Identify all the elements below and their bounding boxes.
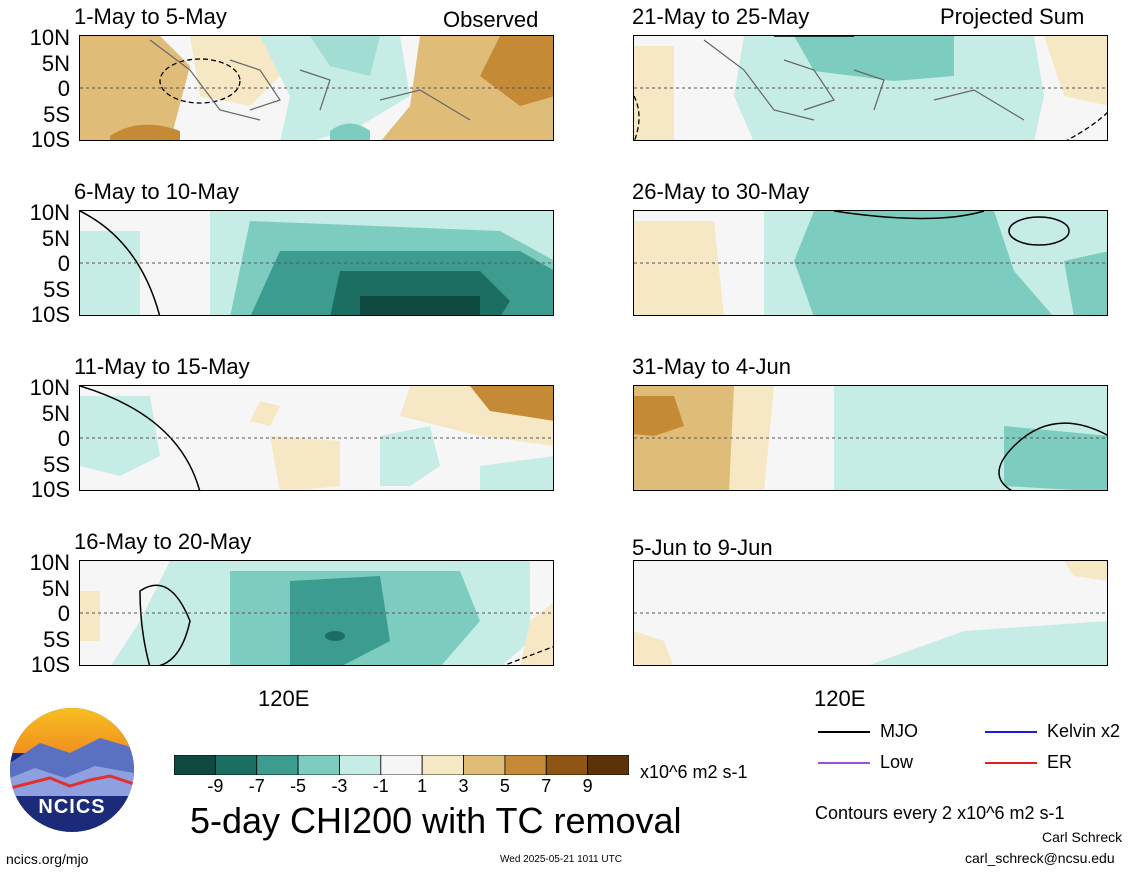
map-1	[79, 35, 554, 141]
map-8	[633, 560, 1108, 666]
map-6-field	[634, 211, 1107, 315]
logo-text: NCICS	[38, 796, 106, 818]
colorbar-tick: 3	[458, 776, 469, 796]
colorbar-tick: -3	[331, 776, 348, 796]
map-5-field	[634, 36, 1107, 140]
panel-tag: Projected Sum	[940, 4, 1085, 29]
map-2	[79, 210, 554, 316]
colorbar-swatch	[545, 755, 589, 775]
panel-tag: Observed	[443, 7, 539, 32]
colorbar-swatch	[504, 755, 547, 775]
footer-timestamp: Wed 2025-05-21 1011 UTC	[500, 854, 622, 865]
y-tick: 5N	[41, 51, 70, 76]
colorbar-swatch	[421, 755, 464, 775]
y-tick: 5S	[43, 277, 70, 302]
map-3-field	[80, 386, 553, 490]
y-tick: 10S	[30, 652, 70, 677]
map-1-field	[80, 36, 553, 140]
y-tick: 5N	[41, 226, 70, 251]
contours-note: Contours every 2 x10^6 m2 s-1	[815, 803, 1065, 823]
footer-author: Carl Schreck	[1042, 829, 1123, 845]
legend-kelvin-line	[985, 731, 1037, 733]
x-tick-right: 120E	[814, 686, 866, 711]
y-tick: 10N	[29, 200, 70, 225]
colorbar-swatch	[214, 755, 258, 775]
panel-title: 26-May to 30-May	[632, 179, 810, 204]
x-tick-left: 120E	[258, 686, 310, 711]
y-tick: 10S	[30, 477, 70, 502]
y-tick: 10N	[29, 550, 70, 575]
colorbar-tick: -1	[372, 776, 389, 796]
map-4	[79, 560, 554, 666]
colorbar-swatch	[463, 755, 506, 775]
colorbar-swatch	[380, 755, 423, 775]
y-tick: 5S	[43, 102, 70, 127]
map-6	[633, 210, 1108, 316]
map-5	[633, 35, 1108, 141]
ncics-logo: NCICS	[10, 708, 134, 832]
panel-title: 11-May to 15-May	[74, 354, 250, 379]
colorbar-swatch	[297, 755, 340, 775]
panel-title: 1-May to 5-May	[74, 4, 227, 29]
y-tick: 10S	[30, 127, 70, 152]
colorbar-tick: 1	[417, 776, 428, 796]
map-4-field	[80, 561, 553, 665]
y-tick: 5S	[43, 627, 70, 652]
legend-low-label: Low	[880, 752, 914, 772]
map-8-field	[634, 561, 1107, 665]
main-title: 5-day CHI200 with TC removal	[190, 800, 682, 841]
footer-url: ncics.org/mjo	[6, 851, 89, 867]
map-2-field	[80, 211, 553, 315]
y-tick: 0	[57, 251, 70, 276]
colorbar-units: x10^6 m2 s-1	[640, 762, 748, 782]
footer-email: carl_schreck@ncsu.edu	[965, 850, 1115, 866]
y-tick: 5N	[41, 401, 70, 426]
colorbar	[174, 755, 629, 775]
colorbar-tick: -7	[248, 776, 265, 796]
y-tick: 0	[57, 426, 70, 451]
panel-title: 31-May to 4-Jun	[632, 354, 791, 379]
y-tick: 0	[57, 76, 70, 101]
colorbar-swatch	[174, 755, 216, 775]
map-7-field	[634, 386, 1107, 490]
y-tick: 10S	[30, 302, 70, 327]
panel-title: 6-May to 10-May	[74, 179, 240, 204]
colorbar-tick: 7	[541, 776, 552, 796]
colorbar-swatch	[587, 755, 629, 775]
y-tick: 5S	[43, 452, 70, 477]
y-tick: 10N	[29, 25, 70, 50]
colorbar-tick: -5	[290, 776, 307, 796]
y-tick: 5N	[41, 576, 70, 601]
legend-kelvin-label: Kelvin x2	[1047, 721, 1121, 741]
panel-title: 5-Jun to 9-Jun	[632, 535, 773, 560]
legend-mjo-line	[818, 731, 870, 733]
y-tick: 10N	[29, 375, 70, 400]
colorbar-tick: -9	[207, 776, 224, 796]
panel-title: 16-May to 20-May	[74, 529, 252, 554]
legend-mjo-label: MJO	[880, 721, 918, 741]
panel-title: 21-May to 25-May	[632, 4, 810, 29]
legend-er-line	[985, 762, 1037, 764]
colorbar-swatch	[256, 755, 299, 775]
y-tick: 0	[57, 601, 70, 626]
legend-low-line	[818, 762, 870, 764]
map-7	[633, 385, 1108, 491]
colorbar-tick: 9	[582, 776, 593, 796]
legend-er-label: ER	[1047, 752, 1073, 772]
colorbar-swatch	[339, 755, 382, 775]
colorbar-tick: 5	[499, 776, 510, 796]
map-3	[79, 385, 554, 491]
